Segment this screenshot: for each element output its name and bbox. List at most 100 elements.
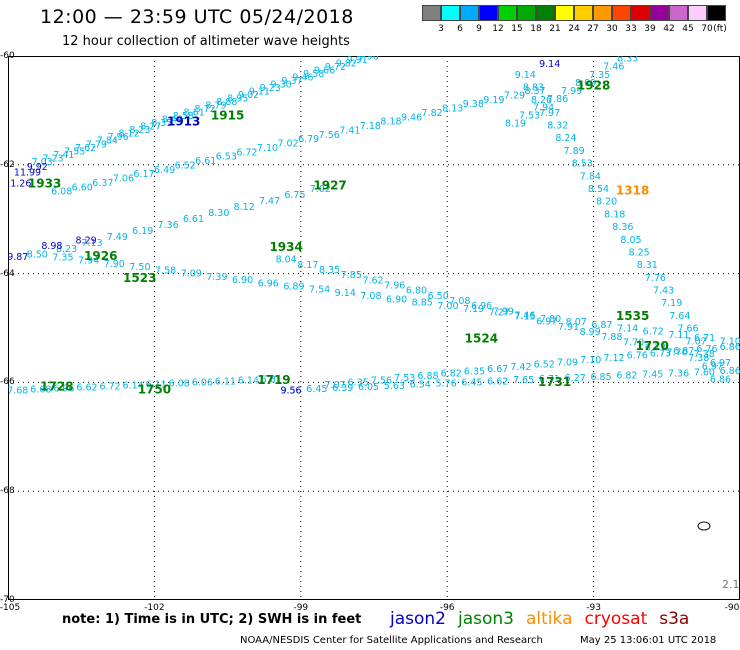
wave-height-value: 6.86 [720,342,740,353]
footer-credit: NOAA/NESDIS Center for Satellite Applica… [240,635,543,646]
legend-cryosat: cryosat [584,609,648,629]
scale-swatch [460,5,479,21]
wave-height-value: 6.87 [673,346,694,357]
wave-height-value: 7.64 [669,311,690,322]
wave-height-value: 8.31 [637,260,658,271]
wave-height-value: 7.88 [601,332,622,343]
wave-height-value: 7.08 [449,296,470,307]
wave-height-value: 8.20 [596,197,617,208]
page-title: 12:00 — 23:59 UTC 05/24/2018 [40,6,354,28]
pass-time-label: 1926 [84,249,117,263]
wave-height-value: 9.66 [314,66,335,77]
wave-height-value: 7.55 [64,146,85,157]
wave-height-value: 7.94 [78,256,99,267]
scale-swatch [612,5,631,21]
wave-height-value: 7.89 [564,146,585,157]
wave-height-value: 7.56 [371,375,392,386]
wave-height-value: 7.06 [113,174,134,185]
wave-height-value: 6.49 [154,165,175,176]
scale-label: 18 [530,24,542,34]
scale-label: 70 [701,24,713,34]
wave-height-value: 8.35 [319,265,340,276]
wave-height-value: 7.09 [181,269,202,280]
wave-height-value: 7.08 [360,291,381,302]
wave-height-value: 8.33 [617,56,638,64]
wave-height-value: 6.73 [650,348,671,359]
wave-height-value: 6.11 [215,376,236,387]
wave-height-value: 9.72 [325,62,346,73]
wave-height-value: 7.99 [561,86,582,97]
scale-swatch [555,5,574,21]
legend-s3a: s3a [659,609,690,629]
scale-swatch [574,5,593,21]
lat-label: -64 [0,268,15,279]
scale-swatch [631,5,650,21]
wave-height-value: 6.08 [51,187,72,198]
wave-height-value: 9.11 [249,87,270,98]
map-svg: 7.037.237.417.557.627.797.847.968.128.23… [8,56,740,600]
wave-height-value: 6.67 [487,364,508,375]
scale-label: 6 [457,24,463,34]
version-label: 2.1 [722,578,740,591]
wave-height-value: 6.61 [195,156,216,167]
wave-height-value: 6.85 [590,372,611,383]
wave-height-value: 7.60 [694,367,715,378]
wave-height-value: 6.11 [146,379,167,390]
scale-label: 12 [492,24,504,34]
wave-height-value: 6.06 [192,377,213,388]
scale-swatch [479,5,498,21]
pass-time-label: 1915 [211,109,244,123]
island-outline-icon [697,521,711,531]
wave-height-value: 6.97 [710,358,731,369]
wave-height-value: 8.23 [56,244,77,255]
wave-height-value: 7.19 [661,298,682,309]
wave-height-value: 9.19 [483,95,504,106]
wave-height-value: 7.91 [558,322,579,333]
wave-height-value: 7.58 [155,265,176,276]
wave-height-value: 7.41 [53,150,74,161]
wave-height-value: 6.50 [428,291,449,302]
scale-label: 24 [568,24,580,34]
scale-label: 27 [587,24,599,34]
pass-time-label: 1728 [40,380,73,394]
wave-height-value: 8.27 [140,122,161,133]
wave-height-value: 9.82 [336,59,357,70]
pass-time-label: 1318 [616,184,649,198]
legend-jason2: jason2 [390,609,446,629]
wave-height-value: 7.66 [677,324,698,335]
wave-height-value: 8.32 [547,121,568,132]
wave-height-value: 8.54 [588,184,609,195]
wave-height-value: 9.14 [515,70,536,81]
pass-time-label: 1928 [577,79,610,93]
wave-height-value: 7.84 [97,136,118,147]
wave-height-value: 6.72 [236,147,257,158]
wave-height-value: 7.84 [580,171,601,182]
scale-swatch [688,5,707,21]
wave-height-value: 5.63 [384,381,405,392]
wave-height-value: 7.39 [206,272,227,283]
lon-label: -102 [144,603,165,613]
wave-height-value: 8.35 [151,118,172,129]
wave-height-value: 6.14 [123,380,144,391]
wave-height-value: 6.82 [441,369,462,380]
wave-height-value: 8.72 [195,104,216,115]
wave-height-value: 5.76 [435,379,456,390]
wave-height-value: 7.12 [603,353,624,364]
map-plot-area[interactable]: 7.03 7.23 7.41 7.55 7.62 7.79 7.84 7.96 8.12 8.23… [8,56,740,600]
wave-height-value: 6.89 [283,282,304,293]
scale-swatch [517,5,536,21]
wave-height-value: 8.17 [297,260,318,271]
wave-height-value: 8.26 [531,95,552,106]
lat-label: -66 [0,377,15,388]
wave-height-value: 8.83 [523,82,544,93]
wave-height-value: 7.62 [362,275,383,286]
scale-label: 21 [549,24,561,34]
wave-height-value: 7.10 [257,143,278,154]
wave-height-value: 11.26 [8,179,31,190]
wave-height-value: 6.17 [133,169,154,180]
wave-height-value: 7.36 [668,368,689,379]
wave-height-value: 9.46 [401,112,422,123]
wave-height-value: 6.54 [410,380,431,391]
wave-height-value: 9.02 [238,90,259,101]
wave-height-value: 6.52 [175,160,196,171]
